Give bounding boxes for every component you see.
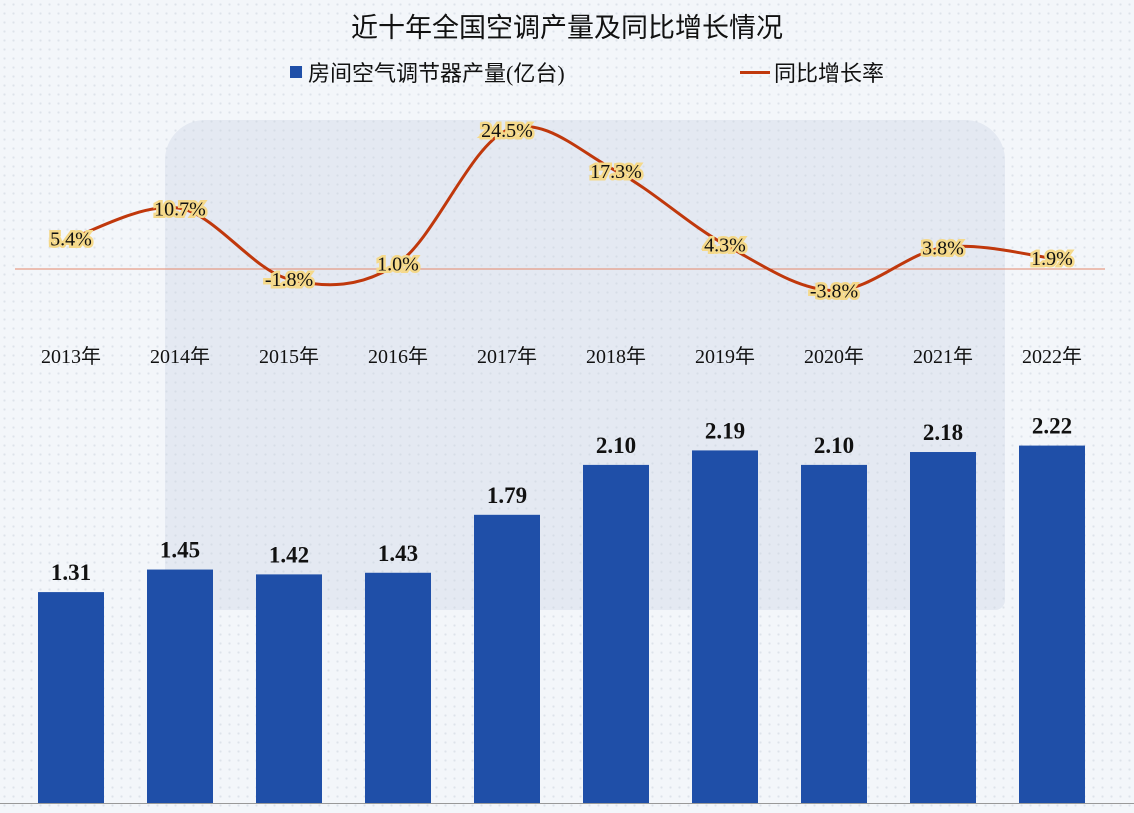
bar [692,450,758,803]
bar-value-label: 2.10 [814,433,854,458]
x-tick-label: 2022年 [1022,345,1082,368]
x-tick-label: 2016年 [368,345,428,368]
line-value-label: 1.9% [1031,248,1073,270]
bar [38,592,104,803]
bar [583,464,649,803]
line-value-label: -1.8% [265,269,313,291]
bar-value-label: 1.45 [160,538,200,563]
growth-rate-line [70,124,1053,293]
line-value-label: 10.7% [154,198,206,220]
bar-value-label: 2.10 [596,433,636,458]
legend-item-bar: 房间空气调节器产量(亿台) [290,56,565,88]
line-value-label: 1.0% [377,253,419,275]
x-tick-label: 2014年 [150,345,210,368]
line-value-label: 5.4% [50,228,92,250]
bar-value-label: 2.18 [923,420,963,445]
x-tick-label: 2018年 [586,345,646,368]
bar [365,572,431,803]
x-tick-label: 2017年 [477,345,537,368]
legend-label-line: 同比增长率 [774,61,885,86]
line-value-label: 3.8% [922,237,964,259]
bar [147,569,213,803]
legend-item-line: 同比增长率 [740,56,884,88]
legend-swatch-bar [290,66,302,78]
bar [801,464,867,803]
line-value-label: -3.8% [810,281,858,303]
line-value-label: 17.3% [590,161,642,183]
bar [474,514,540,803]
x-tick-label: 2019年 [695,345,755,368]
x-tick-label: 2020年 [804,345,864,368]
bar-value-label: 1.43 [378,541,418,566]
line-value-label: 24.5% [481,120,533,142]
legend-swatch-line [740,70,770,74]
line-value-label: 4.3% [704,235,746,257]
bar [256,574,322,803]
bar [910,452,976,803]
bar-value-label: 2.22 [1032,414,1072,439]
bar-value-label: 1.31 [51,560,91,585]
legend-label-bar: 房间空气调节器产量(亿台) [308,61,565,86]
bar-value-label: 1.79 [487,483,527,508]
bar-value-label: 1.42 [269,542,309,567]
x-tick-label: 2021年 [913,345,973,368]
x-tick-label: 2013年 [41,345,101,368]
chart-title: 近十年全国空调产量及同比增长情况 [351,13,783,43]
x-tick-label: 2015年 [259,345,319,368]
bar [1019,445,1085,803]
bar-value-label: 2.19 [705,418,745,443]
